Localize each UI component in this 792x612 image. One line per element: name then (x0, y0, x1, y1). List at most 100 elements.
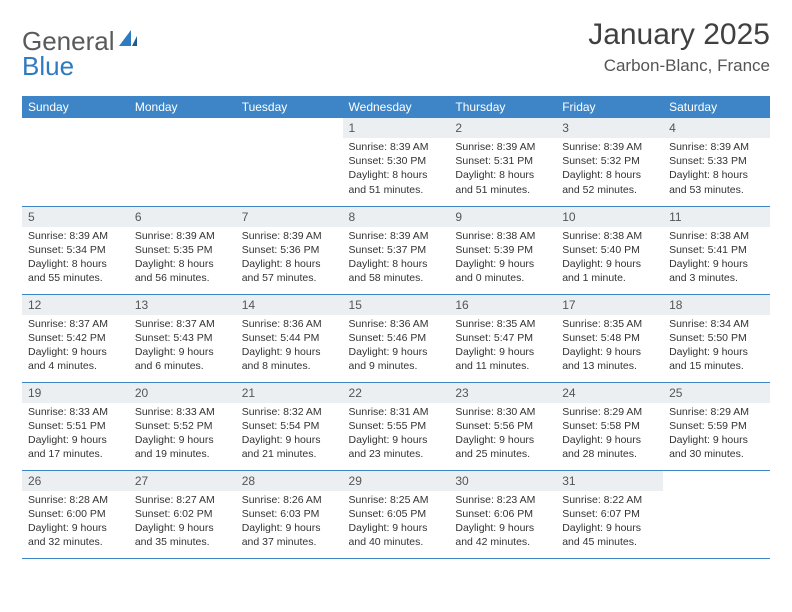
day-line: Sunrise: 8:37 AM (135, 317, 230, 331)
day-line: Daylight: 9 hours (562, 257, 657, 271)
day-line: Sunrise: 8:36 AM (349, 317, 444, 331)
day-number: 30 (449, 471, 556, 491)
day-number: 1 (343, 118, 450, 138)
day-cell: 5Sunrise: 8:39 AMSunset: 5:34 PMDaylight… (22, 206, 129, 294)
day-line: Sunset: 5:42 PM (28, 331, 123, 345)
day-line: Daylight: 9 hours (455, 257, 550, 271)
day-line: Sunrise: 8:39 AM (135, 229, 230, 243)
day-line: Daylight: 8 hours (349, 168, 444, 182)
day-line: and 30 minutes. (669, 447, 764, 461)
day-number: 26 (22, 471, 129, 491)
day-number: 23 (449, 383, 556, 403)
day-number: 7 (236, 207, 343, 227)
day-number: 31 (556, 471, 663, 491)
day-text (129, 138, 236, 144)
col-sun: Sunday (22, 96, 129, 118)
day-text (663, 491, 770, 497)
calendar-table: Sunday Monday Tuesday Wednesday Thursday… (22, 96, 770, 559)
col-fri: Friday (556, 96, 663, 118)
col-thu: Thursday (449, 96, 556, 118)
day-line: Daylight: 9 hours (669, 433, 764, 447)
day-line: and 32 minutes. (28, 535, 123, 549)
day-line: Daylight: 9 hours (455, 521, 550, 535)
day-text: Sunrise: 8:39 AMSunset: 5:36 PMDaylight:… (236, 227, 343, 290)
day-cell: 26Sunrise: 8:28 AMSunset: 6:00 PMDayligh… (22, 470, 129, 558)
day-text: Sunrise: 8:37 AMSunset: 5:43 PMDaylight:… (129, 315, 236, 378)
day-line: and 57 minutes. (242, 271, 337, 285)
day-number: 24 (556, 383, 663, 403)
day-text: Sunrise: 8:28 AMSunset: 6:00 PMDaylight:… (22, 491, 129, 554)
day-text: Sunrise: 8:39 AMSunset: 5:32 PMDaylight:… (556, 138, 663, 201)
day-line: Sunset: 6:07 PM (562, 507, 657, 521)
day-cell: 4Sunrise: 8:39 AMSunset: 5:33 PMDaylight… (663, 118, 770, 206)
day-number: 11 (663, 207, 770, 227)
day-line: and 45 minutes. (562, 535, 657, 549)
day-line: Daylight: 9 hours (28, 345, 123, 359)
day-line: Sunrise: 8:39 AM (242, 229, 337, 243)
day-cell: 30Sunrise: 8:23 AMSunset: 6:06 PMDayligh… (449, 470, 556, 558)
day-line: Sunrise: 8:39 AM (669, 140, 764, 154)
day-line: Daylight: 9 hours (349, 521, 444, 535)
day-number: 21 (236, 383, 343, 403)
day-cell: 20Sunrise: 8:33 AMSunset: 5:52 PMDayligh… (129, 382, 236, 470)
day-line: Daylight: 9 hours (669, 257, 764, 271)
day-line: Daylight: 9 hours (135, 433, 230, 447)
day-cell: 12Sunrise: 8:37 AMSunset: 5:42 PMDayligh… (22, 294, 129, 382)
week-row: 19Sunrise: 8:33 AMSunset: 5:51 PMDayligh… (22, 382, 770, 470)
day-line: Daylight: 8 hours (349, 257, 444, 271)
day-line: and 28 minutes. (562, 447, 657, 461)
day-line: Sunrise: 8:28 AM (28, 493, 123, 507)
day-line: Sunset: 6:00 PM (28, 507, 123, 521)
day-line: and 6 minutes. (135, 359, 230, 373)
header: GeneralBlue January 2025 Carbon-Blanc, F… (22, 18, 770, 82)
day-cell: 25Sunrise: 8:29 AMSunset: 5:59 PMDayligh… (663, 382, 770, 470)
day-line: Sunrise: 8:38 AM (562, 229, 657, 243)
day-text: Sunrise: 8:39 AMSunset: 5:33 PMDaylight:… (663, 138, 770, 201)
day-line: Sunset: 5:47 PM (455, 331, 550, 345)
day-line: Sunset: 5:36 PM (242, 243, 337, 257)
day-cell: 18Sunrise: 8:34 AMSunset: 5:50 PMDayligh… (663, 294, 770, 382)
day-line: Sunset: 5:32 PM (562, 154, 657, 168)
day-text: Sunrise: 8:39 AMSunset: 5:35 PMDaylight:… (129, 227, 236, 290)
day-cell: 22Sunrise: 8:31 AMSunset: 5:55 PMDayligh… (343, 382, 450, 470)
day-line: and 51 minutes. (349, 183, 444, 197)
day-text: Sunrise: 8:32 AMSunset: 5:54 PMDaylight:… (236, 403, 343, 466)
day-line: and 35 minutes. (135, 535, 230, 549)
day-line: and 25 minutes. (455, 447, 550, 461)
day-number: 8 (343, 207, 450, 227)
day-line: Sunset: 6:02 PM (135, 507, 230, 521)
day-line: Sunrise: 8:30 AM (455, 405, 550, 419)
page-title: January 2025 (588, 18, 770, 52)
week-row: 12Sunrise: 8:37 AMSunset: 5:42 PMDayligh… (22, 294, 770, 382)
title-block: January 2025 Carbon-Blanc, France (588, 18, 770, 76)
day-line: Sunset: 5:50 PM (669, 331, 764, 345)
day-line: Sunrise: 8:25 AM (349, 493, 444, 507)
day-line: Sunrise: 8:29 AM (562, 405, 657, 419)
day-line: Sunset: 6:03 PM (242, 507, 337, 521)
day-line: Daylight: 9 hours (242, 521, 337, 535)
day-line: Daylight: 9 hours (28, 433, 123, 447)
day-cell: 9Sunrise: 8:38 AMSunset: 5:39 PMDaylight… (449, 206, 556, 294)
day-text (236, 138, 343, 144)
sail-icon (117, 24, 139, 55)
week-row: 26Sunrise: 8:28 AMSunset: 6:00 PMDayligh… (22, 470, 770, 558)
day-line: Daylight: 8 hours (135, 257, 230, 271)
day-line: Sunrise: 8:38 AM (669, 229, 764, 243)
day-cell: 24Sunrise: 8:29 AMSunset: 5:58 PMDayligh… (556, 382, 663, 470)
day-line: Sunset: 5:58 PM (562, 419, 657, 433)
day-line: Sunset: 5:44 PM (242, 331, 337, 345)
day-text: Sunrise: 8:39 AMSunset: 5:30 PMDaylight:… (343, 138, 450, 201)
day-line: Sunrise: 8:39 AM (349, 140, 444, 154)
location: Carbon-Blanc, France (588, 56, 770, 76)
day-cell (663, 470, 770, 558)
day-line: and 52 minutes. (562, 183, 657, 197)
day-line: and 0 minutes. (455, 271, 550, 285)
day-line: Daylight: 9 hours (349, 433, 444, 447)
day-line: and 1 minute. (562, 271, 657, 285)
day-line: Sunrise: 8:34 AM (669, 317, 764, 331)
day-number: 16 (449, 295, 556, 315)
day-number: 28 (236, 471, 343, 491)
day-line: Daylight: 9 hours (135, 345, 230, 359)
day-line: and 17 minutes. (28, 447, 123, 461)
day-line: Sunrise: 8:26 AM (242, 493, 337, 507)
